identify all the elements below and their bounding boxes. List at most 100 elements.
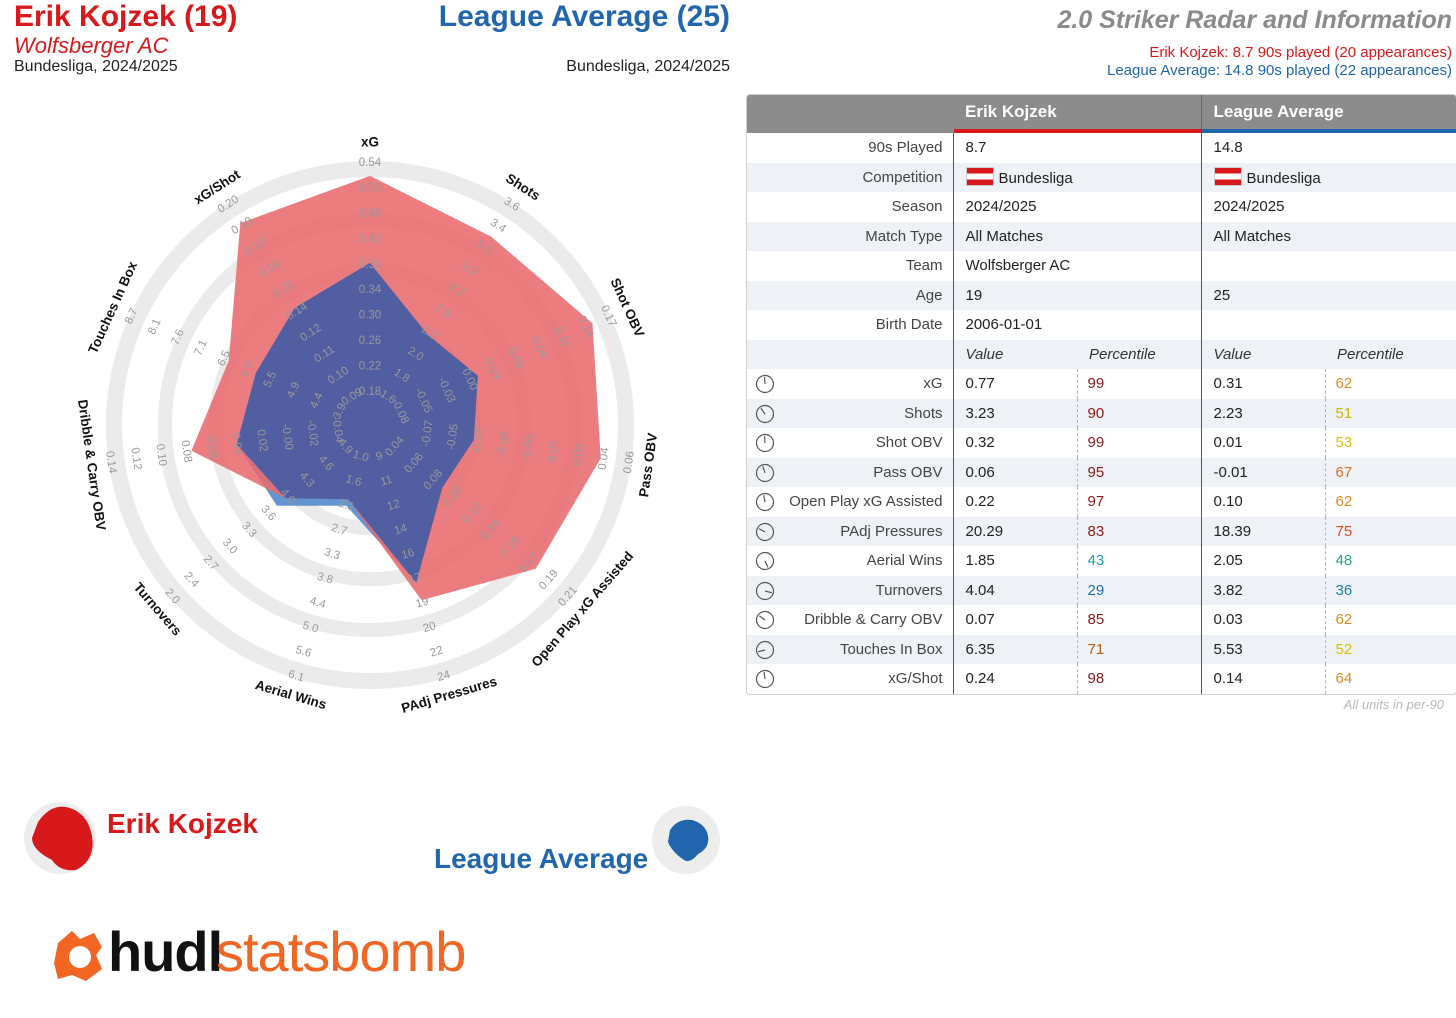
radar-tick-label: 0.04	[229, 432, 244, 456]
metric-label-text: Aerial Wins	[866, 552, 943, 570]
info-label: Birth Date	[747, 310, 954, 340]
austria-flag-icon	[1213, 167, 1242, 187]
radar-tick-label: 3.6	[258, 503, 278, 523]
radar-tick-label: 0.18	[359, 386, 381, 398]
legend-average-label: League Average	[434, 843, 649, 874]
metric-label: Shots	[747, 398, 954, 428]
table-row: Aerial Wins 1.85 43 2.05 48	[747, 546, 1456, 576]
radar-tick-label: 1.0	[351, 449, 370, 465]
radar-tick-label: 2.4	[181, 570, 201, 590]
subheader-value: Value	[1200, 339, 1325, 369]
info-average-text: All Matches	[1213, 227, 1292, 245]
metric-label: xG/Shot	[747, 664, 954, 694]
metric-average-percentile: 62	[1324, 369, 1456, 399]
radar-tick-label: 0.08	[179, 439, 194, 463]
radar-tick-label: 1.6	[344, 473, 363, 489]
metric-average-percentile: 36	[1324, 575, 1456, 605]
metric-label-text: Shot OBV	[875, 434, 943, 452]
radar-tick-label: 0.42	[359, 233, 381, 245]
info-average-text: Bundesliga	[1246, 170, 1321, 188]
radar-tick-label: 0.14	[103, 450, 118, 474]
metric-label: Dribble & Carry OBV	[747, 605, 954, 635]
metric-average-percentile: 75	[1324, 516, 1456, 546]
metric-average-percentile: 51	[1324, 398, 1456, 428]
metric-label: Pass OBV	[747, 457, 954, 487]
metric-average-value: 0.14	[1200, 664, 1325, 694]
metric-average-value: 0.01	[1200, 428, 1325, 458]
metric-label: xG	[747, 369, 954, 399]
info-player-value: All Matches	[953, 221, 1201, 251]
metric-player-value: 0.22	[965, 493, 995, 511]
info-average-value: Bundesliga	[1200, 162, 1456, 192]
metric-label-text: xG/Shot	[888, 670, 943, 688]
austria-flag-icon	[965, 167, 994, 187]
radar-tick-label: -0.03	[470, 427, 486, 455]
radar-tick-labels: 0.18 0.22 0.26 0.30 0.34 0.38 0.42 0.46 0.50 0.54…	[103, 157, 637, 684]
logo-text-hudl: hudl	[108, 920, 223, 983]
percentile-gauge-icon	[755, 669, 775, 689]
radar-tick-label: 0.03	[571, 443, 586, 467]
radar-tick-label: 11	[379, 474, 394, 489]
radar-tick-label: 8.1	[146, 317, 164, 337]
metric-player-value: 0.32	[965, 434, 995, 452]
info-player-value: Wolfsberger AC	[953, 251, 1201, 281]
percentile-gauge-icon	[755, 581, 775, 600]
metric-average-percentile: 64	[1324, 664, 1456, 694]
table-row: 90s Played 8.7 14.8	[747, 131, 1456, 163]
radar-axis-label: xG	[361, 135, 379, 150]
radar-tick-label: 14	[393, 522, 409, 537]
metric-average-percentile: 67	[1324, 457, 1456, 487]
metric-label-text: Touches In Box	[839, 640, 943, 658]
metric-player-value: 20.29	[953, 516, 1077, 546]
info-player-text: 2006-01-01	[965, 316, 1043, 334]
metric-player-percentile: 29	[1076, 575, 1201, 605]
radar-tick-label: 0.54	[359, 157, 382, 169]
table-row: Shot OBV 0.32 99 0.01 53	[747, 428, 1456, 458]
subheader-value: Value	[953, 339, 1077, 369]
metric-player-percentile: 95	[1076, 457, 1201, 487]
info-average-value: All Matches	[1200, 221, 1456, 251]
percentile-gauge-icon	[755, 551, 775, 571]
metric-label-text: Turnovers	[875, 581, 943, 599]
table-row: Pass OBV 0.06 95 -0.01 67	[747, 457, 1456, 487]
table-row: Shots 3.23 90 2.23 51	[747, 398, 1456, 428]
metric-label: PAdj Pressures	[747, 516, 954, 546]
metric-average-percentile: 62	[1324, 605, 1456, 635]
table-row: Team Wolfsberger AC	[747, 251, 1456, 281]
percentile-gauge-icon	[755, 492, 775, 512]
legend-player-label: Erik Kojzek	[107, 808, 258, 839]
average-radar-icon	[652, 806, 720, 874]
metric-player-percentile: 43	[1076, 546, 1201, 576]
percentile-gauge-icon	[755, 463, 775, 482]
subheader-percentile: Percentile	[1077, 339, 1201, 369]
radar-tick-label: 0.46	[359, 208, 381, 220]
radar-tick-label: 2.1	[337, 498, 356, 514]
info-table: Erik Kojzek League Average 90s Played 8.7…	[746, 94, 1456, 695]
radar-tick-label: 0.50	[359, 182, 381, 194]
player-radar-icon	[24, 802, 96, 874]
radar-tick-label: 24	[436, 669, 452, 684]
table-header-player: Erik Kojzek	[953, 95, 1201, 133]
metric-average-percentile: 48	[1324, 546, 1456, 576]
info-player-text: Bundesliga	[998, 170, 1073, 188]
units-note: All units in per-90	[1343, 697, 1444, 712]
metric-average-value: 2.23	[1200, 398, 1325, 428]
metric-average-value: -0.01	[1200, 457, 1325, 487]
table-row: Birth Date 2006-01-01	[747, 310, 1456, 340]
radar-tick-label: -0.02	[496, 430, 512, 458]
metric-player-value: 1.85	[965, 552, 995, 570]
table-row: Dribble & Carry OBV 0.07 85 0.03 62	[747, 605, 1456, 635]
info-label: Age	[747, 280, 954, 310]
metric-player-percentile: 99	[1076, 369, 1201, 399]
radar-tick-label: 16	[400, 547, 416, 562]
metric-average-value: 0.31	[1200, 369, 1325, 399]
metric-average-value: 0.10	[1200, 487, 1325, 517]
metric-label: Aerial Wins	[747, 546, 954, 576]
metric-player-percentile: 71	[1076, 634, 1201, 664]
radar-tick-label: 0.26	[359, 335, 381, 347]
table-row: Match Type All Matches All Matches	[747, 221, 1456, 251]
percentile-gauge-icon	[755, 640, 775, 659]
metric-label: Shot OBV	[747, 428, 954, 458]
metric-player-value: 3.23	[953, 398, 1077, 428]
percentile-gauge-icon	[755, 404, 775, 423]
